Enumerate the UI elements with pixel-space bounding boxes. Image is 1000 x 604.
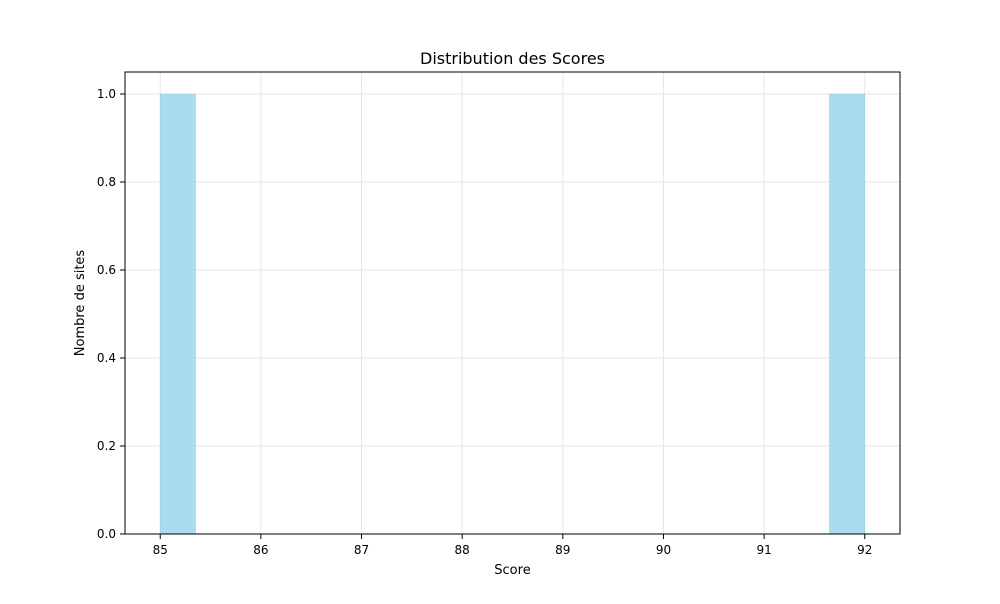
- y-tick-label: 0.0: [97, 527, 116, 541]
- y-tick-label: 0.4: [97, 351, 116, 365]
- y-tick-label: 0.2: [97, 439, 116, 453]
- x-tick-label: 91: [756, 543, 771, 557]
- y-axis-label: Nombre de sites: [73, 250, 88, 357]
- x-tick-label: 85: [153, 543, 168, 557]
- plot-area-frame: [124, 71, 901, 535]
- chart-title: Distribution des Scores: [420, 49, 605, 68]
- x-tick-label: 90: [656, 543, 671, 557]
- grid-lines: [125, 72, 900, 535]
- x-axis-ticks: 85 86 87 88 89 90 91 92: [153, 534, 872, 557]
- histogram-bar: [829, 93, 866, 535]
- x-axis-label: Score: [494, 563, 530, 578]
- x-tick-label: 88: [455, 543, 470, 557]
- y-tick-label: 1.0: [97, 87, 116, 101]
- x-tick-label: 89: [555, 543, 570, 557]
- y-tick-label: 0.6: [97, 263, 116, 277]
- x-tick-label: 87: [354, 543, 369, 557]
- bars: [159, 93, 866, 535]
- y-tick-label: 0.8: [97, 175, 116, 189]
- y-axis-ticks: 0.0 0.2 0.4 0.6 0.8 1.0: [97, 87, 125, 541]
- x-tick-label: 92: [857, 543, 872, 557]
- x-tick-label: 86: [253, 543, 268, 557]
- histogram-bar: [159, 93, 196, 535]
